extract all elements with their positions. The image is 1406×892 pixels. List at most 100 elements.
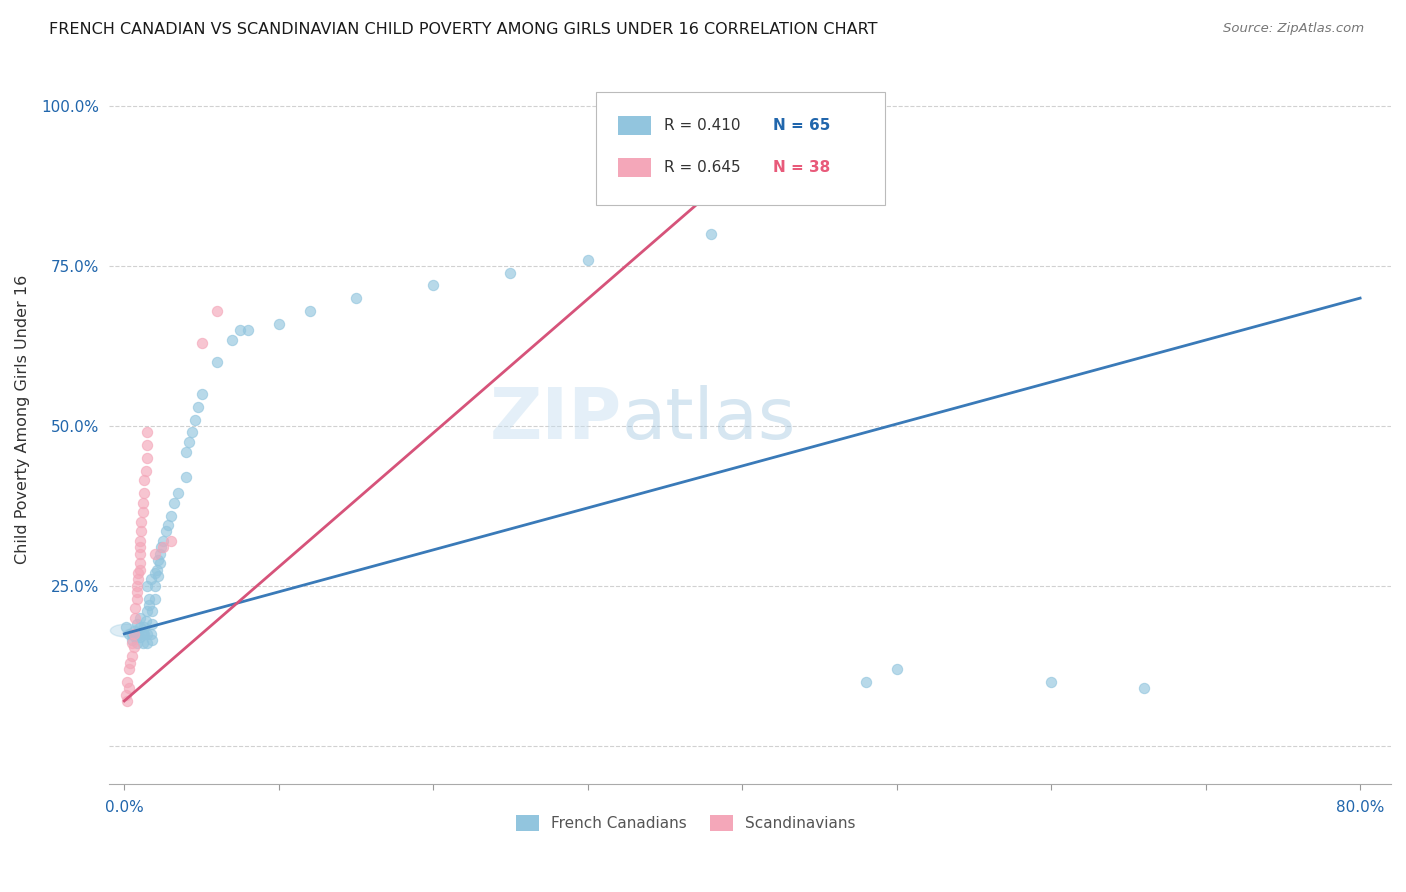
- Point: [149, 557, 172, 571]
- Point: [155, 524, 177, 539]
- Point: [127, 566, 149, 580]
- Point: [127, 573, 149, 587]
- Point: [152, 534, 174, 549]
- Point: [221, 333, 243, 347]
- Point: [122, 640, 145, 654]
- Point: [125, 585, 148, 599]
- Circle shape: [111, 624, 141, 637]
- Point: [422, 278, 444, 293]
- FancyBboxPatch shape: [596, 92, 884, 204]
- Point: [181, 425, 204, 440]
- Point: [136, 579, 159, 593]
- Point: [124, 630, 146, 644]
- Point: [129, 515, 152, 529]
- Point: [1040, 674, 1063, 689]
- Point: [124, 601, 146, 615]
- Text: N = 65: N = 65: [773, 118, 831, 133]
- Point: [121, 636, 143, 650]
- Point: [136, 425, 159, 440]
- Point: [121, 633, 143, 648]
- Point: [148, 553, 170, 567]
- Point: [122, 627, 145, 641]
- Point: [132, 505, 155, 519]
- Point: [125, 579, 148, 593]
- Point: [159, 534, 181, 549]
- Point: [499, 266, 522, 280]
- Point: [118, 627, 141, 641]
- Legend: French Canadians, Scandinavians: French Canadians, Scandinavians: [516, 815, 855, 831]
- Point: [187, 400, 209, 414]
- Point: [159, 508, 181, 523]
- Point: [150, 541, 173, 555]
- Point: [179, 434, 201, 449]
- Point: [117, 694, 139, 708]
- Point: [267, 317, 290, 331]
- Point: [141, 633, 163, 648]
- Point: [118, 681, 141, 695]
- Point: [136, 438, 159, 452]
- Point: [128, 557, 150, 571]
- Point: [145, 563, 167, 577]
- Bar: [617, 116, 651, 135]
- Point: [124, 611, 146, 625]
- Point: [576, 252, 599, 267]
- Point: [731, 182, 754, 196]
- Point: [121, 627, 143, 641]
- Point: [298, 304, 321, 318]
- Text: FRENCH CANADIAN VS SCANDINAVIAN CHILD POVERTY AMONG GIRLS UNDER 16 CORRELATION C: FRENCH CANADIAN VS SCANDINAVIAN CHILD PO…: [49, 22, 877, 37]
- Point: [134, 486, 156, 500]
- Point: [143, 591, 166, 606]
- Point: [886, 662, 908, 676]
- Point: [114, 688, 136, 702]
- Text: R = 0.410: R = 0.410: [664, 118, 741, 133]
- Point: [136, 627, 159, 641]
- Point: [135, 464, 157, 478]
- Y-axis label: Child Poverty Among Girls Under 16: Child Poverty Among Girls Under 16: [15, 275, 30, 565]
- Point: [139, 573, 162, 587]
- Point: [132, 496, 155, 510]
- Point: [152, 541, 174, 555]
- Point: [229, 323, 252, 337]
- Point: [132, 627, 155, 641]
- Point: [1133, 681, 1156, 695]
- Point: [120, 656, 142, 670]
- Point: [143, 566, 166, 580]
- Point: [138, 591, 160, 606]
- Point: [149, 547, 172, 561]
- Point: [138, 598, 160, 612]
- Point: [163, 496, 186, 510]
- Point: [141, 604, 163, 618]
- Point: [190, 335, 212, 350]
- Point: [190, 387, 212, 401]
- Point: [205, 304, 228, 318]
- Point: [114, 620, 136, 634]
- Point: [135, 614, 157, 628]
- Point: [127, 627, 149, 641]
- Point: [174, 444, 197, 458]
- Point: [128, 541, 150, 555]
- Point: [132, 636, 155, 650]
- Point: [141, 617, 163, 632]
- Point: [128, 534, 150, 549]
- Point: [700, 227, 723, 242]
- Point: [128, 563, 150, 577]
- Point: [134, 627, 156, 641]
- Text: 0.0%: 0.0%: [105, 800, 143, 815]
- Bar: [617, 158, 651, 177]
- Text: N = 38: N = 38: [773, 160, 831, 175]
- Point: [167, 486, 190, 500]
- Point: [136, 604, 159, 618]
- Point: [156, 518, 179, 533]
- Point: [136, 450, 159, 465]
- Point: [122, 624, 145, 638]
- Point: [128, 547, 150, 561]
- Text: Source: ZipAtlas.com: Source: ZipAtlas.com: [1223, 22, 1364, 36]
- Point: [128, 611, 150, 625]
- Point: [134, 474, 156, 488]
- Point: [121, 649, 143, 664]
- Point: [143, 579, 166, 593]
- Point: [184, 412, 207, 426]
- Point: [855, 674, 877, 689]
- Text: ZIP: ZIP: [489, 385, 621, 454]
- Point: [344, 291, 367, 305]
